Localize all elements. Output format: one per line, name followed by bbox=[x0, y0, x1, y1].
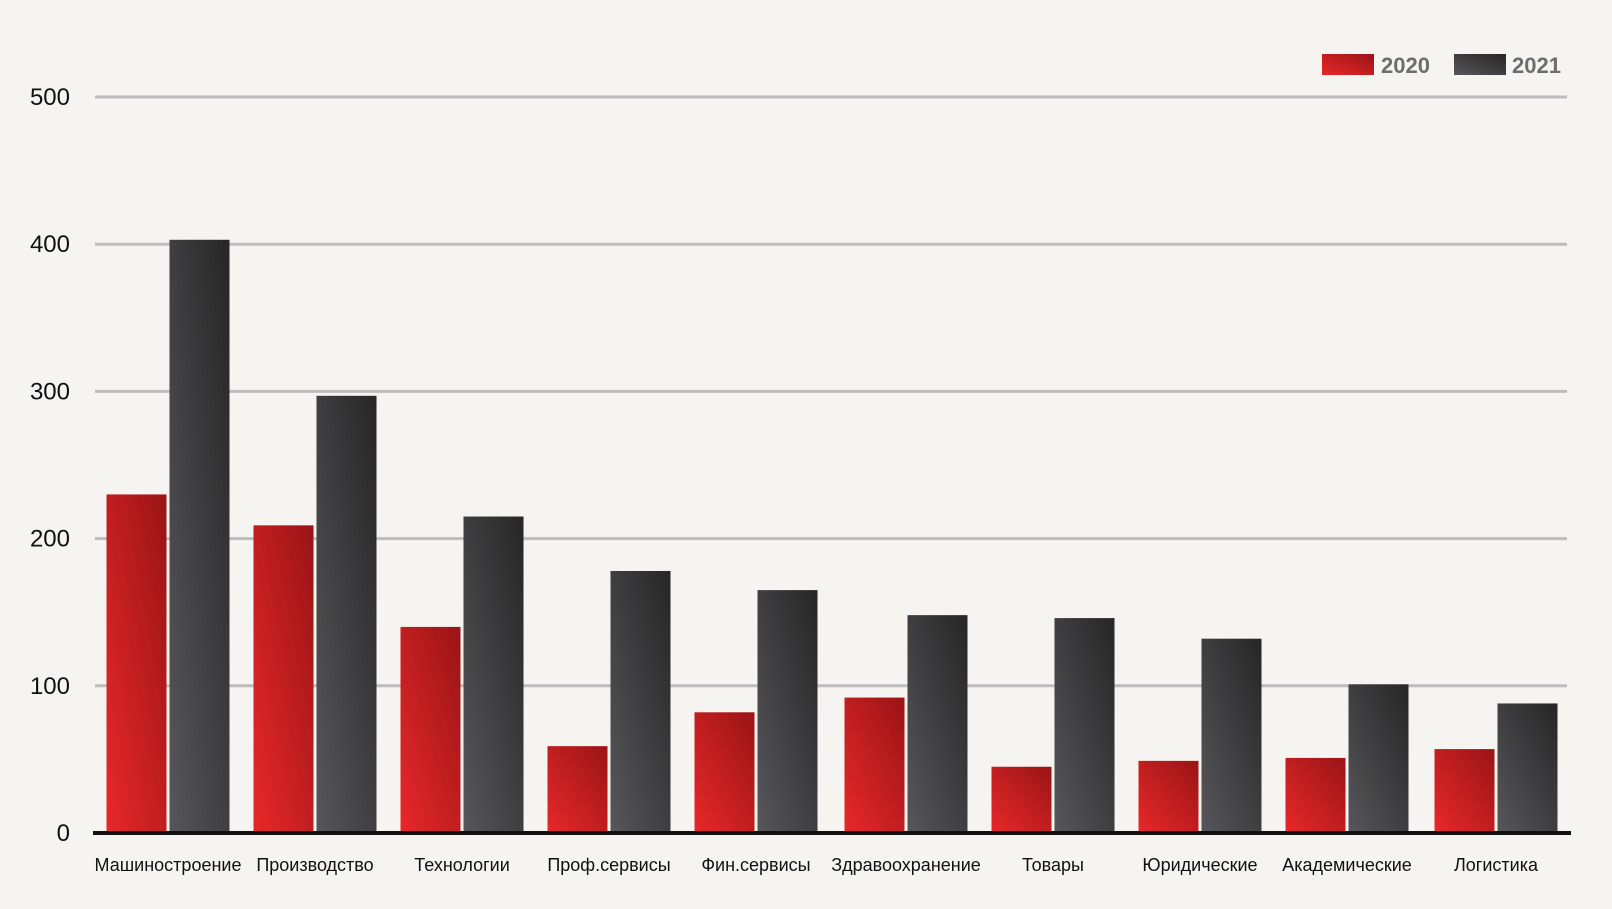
y-tick-label: 200 bbox=[30, 526, 70, 553]
legend-swatch-2021 bbox=[1454, 54, 1506, 75]
legend-label-2021: 2021 bbox=[1512, 53, 1561, 78]
bar-2020-6 bbox=[991, 766, 1052, 833]
bar-2021-2 bbox=[463, 516, 524, 833]
x-tick-label: Проф.сервисы bbox=[547, 855, 670, 875]
bar-2020-7 bbox=[1138, 760, 1199, 833]
gridlines bbox=[95, 95, 1567, 688]
bar-2021-1 bbox=[316, 395, 377, 833]
legend: 2020 2021 bbox=[1322, 53, 1561, 78]
y-tick-label: 400 bbox=[30, 231, 70, 258]
bar-2020-9 bbox=[1434, 749, 1495, 833]
bar-2020-2 bbox=[400, 626, 461, 833]
bar-2021-5 bbox=[907, 615, 968, 833]
y-axis-ticks: 0 100 200 300 400 500 bbox=[30, 84, 70, 847]
x-tick-label: Машиностроение bbox=[95, 855, 242, 875]
bars bbox=[93, 239, 1571, 835]
legend-swatch-2020 bbox=[1322, 54, 1374, 75]
x-tick-label: Технологии bbox=[414, 855, 510, 875]
legend-label-2020: 2020 bbox=[1381, 53, 1430, 78]
bar-2021-9 bbox=[1497, 703, 1558, 833]
bar-2020-3 bbox=[547, 746, 608, 833]
x-tick-label: Товары bbox=[1022, 855, 1084, 875]
y-tick-label: 300 bbox=[30, 378, 70, 405]
bar-2021-6 bbox=[1054, 618, 1115, 833]
y-tick-label: 500 bbox=[30, 84, 70, 111]
x-tick-label: Производство bbox=[256, 855, 373, 875]
bar-2020-4 bbox=[694, 712, 755, 833]
x-axis-ticks: Машиностроение Производство Технологии Проф… bbox=[95, 855, 1539, 875]
y-tick-label: 0 bbox=[57, 820, 70, 847]
x-tick-label: Фин.сервисы bbox=[701, 855, 810, 875]
bar-2020-0 bbox=[106, 494, 167, 833]
bar-2020-1 bbox=[253, 525, 314, 833]
bar-2021-4 bbox=[757, 590, 818, 833]
bar-2021-3 bbox=[610, 570, 671, 833]
x-tick-label: Здравоохранение bbox=[831, 855, 981, 875]
bar-2021-8 bbox=[1348, 684, 1409, 833]
x-tick-label: Логистика bbox=[1454, 855, 1539, 875]
bar-2021-0 bbox=[169, 239, 230, 833]
x-tick-label: Академические bbox=[1282, 855, 1412, 875]
bar-2020-5 bbox=[844, 697, 905, 833]
bar-2020-8 bbox=[1285, 757, 1346, 833]
x-tick-label: Юридические bbox=[1142, 855, 1257, 875]
y-tick-label: 100 bbox=[30, 673, 70, 700]
bar-2021-7 bbox=[1201, 638, 1262, 833]
